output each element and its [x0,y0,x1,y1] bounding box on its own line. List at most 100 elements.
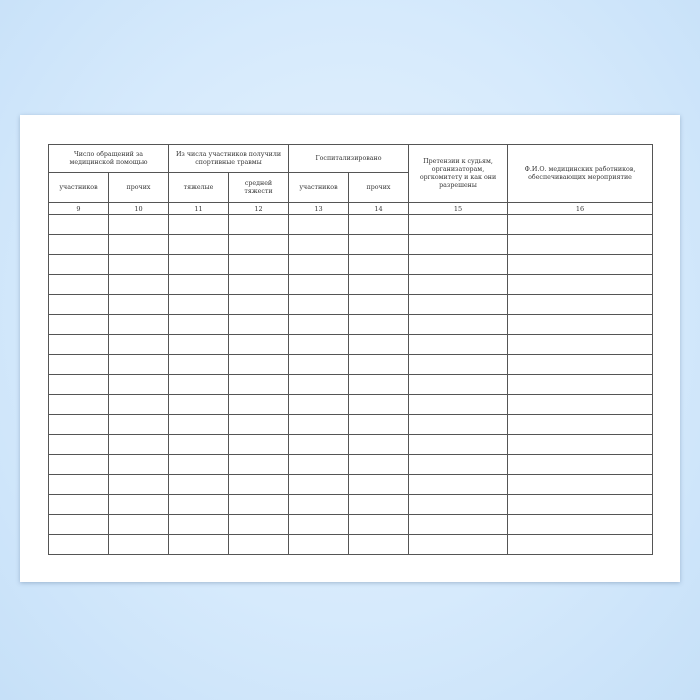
empty-cell[interactable] [348,254,409,275]
empty-cell[interactable] [348,314,409,335]
empty-cell[interactable] [507,234,653,255]
empty-cell[interactable] [288,294,349,315]
empty-cell[interactable] [168,434,229,455]
empty-cell[interactable] [507,294,653,315]
empty-cell[interactable] [48,474,109,495]
empty-cell[interactable] [48,394,109,415]
empty-cell[interactable] [108,414,169,435]
empty-cell[interactable] [108,514,169,535]
empty-cell[interactable] [408,274,508,295]
empty-cell[interactable] [48,214,109,235]
empty-cell[interactable] [408,334,508,355]
empty-cell[interactable] [408,374,508,395]
empty-cell[interactable] [408,534,508,555]
empty-cell[interactable] [168,474,229,495]
empty-cell[interactable] [507,414,653,435]
empty-cell[interactable] [168,534,229,555]
empty-cell[interactable] [48,354,109,375]
empty-cell[interactable] [108,394,169,415]
empty-cell[interactable] [228,454,289,475]
empty-cell[interactable] [348,274,409,295]
empty-cell[interactable] [408,434,508,455]
empty-cell[interactable] [348,494,409,515]
empty-cell[interactable] [168,234,229,255]
empty-cell[interactable] [408,514,508,535]
empty-cell[interactable] [108,334,169,355]
empty-cell[interactable] [348,434,409,455]
empty-cell[interactable] [108,234,169,255]
empty-cell[interactable] [288,254,349,275]
empty-cell[interactable] [228,394,289,415]
empty-cell[interactable] [288,354,349,375]
empty-cell[interactable] [348,454,409,475]
empty-cell[interactable] [108,454,169,475]
empty-cell[interactable] [108,374,169,395]
empty-cell[interactable] [507,354,653,375]
empty-cell[interactable] [507,394,653,415]
empty-cell[interactable] [48,454,109,475]
empty-cell[interactable] [168,354,229,375]
empty-cell[interactable] [228,354,289,375]
empty-cell[interactable] [48,334,109,355]
empty-cell[interactable] [48,414,109,435]
empty-cell[interactable] [168,214,229,235]
empty-cell[interactable] [408,314,508,335]
empty-cell[interactable] [168,374,229,395]
empty-cell[interactable] [408,494,508,515]
empty-cell[interactable] [507,334,653,355]
empty-cell[interactable] [507,434,653,455]
empty-cell[interactable] [507,454,653,475]
empty-cell[interactable] [228,234,289,255]
empty-cell[interactable] [48,314,109,335]
empty-cell[interactable] [108,494,169,515]
empty-cell[interactable] [348,234,409,255]
empty-cell[interactable] [168,494,229,515]
empty-cell[interactable] [348,214,409,235]
empty-cell[interactable] [288,514,349,535]
empty-cell[interactable] [288,534,349,555]
empty-cell[interactable] [168,334,229,355]
empty-cell[interactable] [408,294,508,315]
empty-cell[interactable] [48,274,109,295]
empty-cell[interactable] [348,514,409,535]
empty-cell[interactable] [48,534,109,555]
empty-cell[interactable] [108,294,169,315]
empty-cell[interactable] [288,334,349,355]
empty-cell[interactable] [507,514,653,535]
empty-cell[interactable] [228,514,289,535]
empty-cell[interactable] [408,454,508,475]
empty-cell[interactable] [108,214,169,235]
empty-cell[interactable] [288,374,349,395]
empty-cell[interactable] [288,454,349,475]
empty-cell[interactable] [108,474,169,495]
empty-cell[interactable] [168,514,229,535]
empty-cell[interactable] [408,234,508,255]
empty-cell[interactable] [348,394,409,415]
empty-cell[interactable] [168,454,229,475]
empty-cell[interactable] [507,314,653,335]
empty-cell[interactable] [408,414,508,435]
empty-cell[interactable] [228,314,289,335]
empty-cell[interactable] [288,314,349,335]
empty-cell[interactable] [108,434,169,455]
empty-cell[interactable] [507,494,653,515]
empty-cell[interactable] [228,254,289,275]
empty-cell[interactable] [507,254,653,275]
empty-cell[interactable] [228,334,289,355]
empty-cell[interactable] [288,274,349,295]
empty-cell[interactable] [348,414,409,435]
empty-cell[interactable] [408,474,508,495]
empty-cell[interactable] [48,374,109,395]
empty-cell[interactable] [168,274,229,295]
empty-cell[interactable] [228,374,289,395]
empty-cell[interactable] [288,394,349,415]
empty-cell[interactable] [408,394,508,415]
empty-cell[interactable] [228,214,289,235]
empty-cell[interactable] [168,414,229,435]
empty-cell[interactable] [507,474,653,495]
empty-cell[interactable] [168,394,229,415]
empty-cell[interactable] [507,534,653,555]
empty-cell[interactable] [228,474,289,495]
empty-cell[interactable] [408,254,508,275]
empty-cell[interactable] [48,514,109,535]
